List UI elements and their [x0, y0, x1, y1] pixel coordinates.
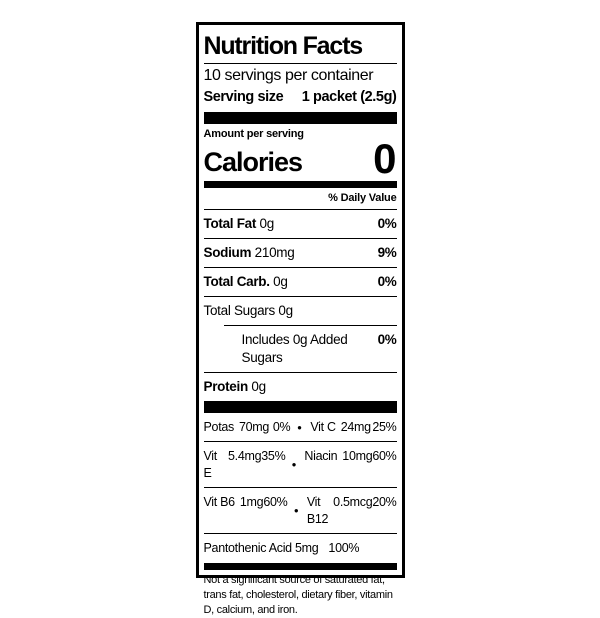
bullet-icon: ●	[297, 422, 302, 432]
micro-amount: 0.5mcg	[333, 494, 373, 509]
micro-name: Pantothenic Acid 5mg	[203, 540, 319, 555]
micro-amount: 5.4mg	[228, 448, 262, 463]
micro-row-pantothenic-acid: Pantothenic Acid 5mg 100%	[204, 534, 397, 563]
bullet-icon: ●	[293, 506, 299, 515]
micro-name: Vit C	[310, 419, 336, 434]
daily-value-header: % Daily Value	[328, 192, 397, 204]
medium-divider-bar	[203, 181, 397, 188]
serving-size-label: Serving size	[203, 89, 284, 105]
nutrient-amount: 210mg	[254, 245, 295, 260]
micro-name: Vit E	[203, 448, 218, 480]
nutrient-row-added-sugars: Includes 0g Added Sugars 0%	[223, 325, 397, 372]
nutrient-row-total-sugars: Total Sugars 0g	[203, 296, 397, 325]
micro-name: Niacin	[304, 448, 338, 463]
micro-row-potassium-vitc: Potas 70mg 0% ● Vit C 24mg 25%	[203, 413, 397, 442]
servings-per-container: 10 servings per container	[203, 67, 374, 84]
nutrient-pct: 0%	[377, 216, 397, 231]
amount-per-serving-label: Amount per serving	[203, 128, 305, 140]
nutrient-name: Protein	[203, 379, 249, 394]
nutrient-row-protein: Protein 0g	[203, 372, 397, 401]
micro-pct: 20%	[372, 494, 397, 509]
micro-pct: 60%	[372, 448, 397, 463]
bullet-icon: ●	[291, 460, 297, 469]
nutrient-amount: 0g	[251, 379, 266, 394]
thick-divider-bar	[203, 401, 397, 413]
micro-pct: 35%	[261, 448, 286, 463]
nutrient-pct: 0%	[377, 274, 397, 289]
micro-pct: 0%	[272, 419, 291, 434]
micro-name: Vit B6	[203, 494, 236, 509]
micro-amount: 1mg	[239, 494, 264, 509]
micro-pct: 25%	[372, 419, 397, 434]
nutrient-name: Total Sugars	[203, 303, 276, 318]
label-title: Nutrition Facts	[203, 32, 364, 60]
calories-row: Calories 0	[203, 135, 397, 182]
calories-value: 0	[373, 135, 397, 182]
micro-amount: 10mg	[342, 448, 373, 463]
footnote-text: Not a significant source of saturated fa…	[203, 573, 393, 616]
thick-divider-bar	[203, 112, 397, 124]
medium-divider-bar	[203, 562, 397, 570]
nutrient-row-total-carb: Total Carb. 0g 0%	[203, 267, 397, 296]
page-background: Nutrition Facts 10 servings per containe…	[195, 22, 405, 616]
nutrient-amount: 0g	[259, 216, 275, 231]
nutrition-facts-label: Nutrition Facts 10 servings per containe…	[195, 22, 405, 616]
micro-row-vite-niacin: Vit E 5.4mg 35% ● Niacin 10mg 60%	[203, 442, 397, 488]
nutrient-name: Includes 0g Added Sugars	[241, 332, 348, 365]
nutrient-row-total-fat: Total Fat 0g 0%	[203, 209, 397, 238]
nutrient-pct: 0%	[377, 332, 397, 347]
calories-label: Calories	[203, 147, 304, 177]
micro-pct: 60%	[263, 494, 288, 509]
nutrient-pct: 9%	[377, 245, 397, 260]
nutrient-name: Total Fat	[203, 216, 257, 231]
nutrient-row-sodium: Sodium 210mg 9%	[203, 238, 397, 267]
micro-amount: 24mg	[340, 419, 371, 434]
micro-pct: 100%	[328, 540, 360, 555]
divider-under-title	[203, 63, 397, 64]
serving-size-value: 1 packet (2.5g)	[301, 89, 397, 105]
nutrient-name: Sodium	[203, 245, 252, 260]
nutrient-name: Total Carb.	[203, 274, 271, 289]
serving-size-row: Serving size 1 packet (2.5g)	[204, 87, 397, 112]
micro-name: Potas	[203, 419, 235, 434]
nutrient-amount: 0g	[273, 274, 288, 289]
micro-row-vitb6-vitb12: Vit B6 1mg 60% ● Vit B12 0.5mcg 20%	[203, 488, 397, 534]
micro-name: Vit B12	[306, 494, 329, 526]
micro-amount: 70mg	[238, 419, 270, 434]
nutrient-amount: 0g	[278, 303, 293, 318]
